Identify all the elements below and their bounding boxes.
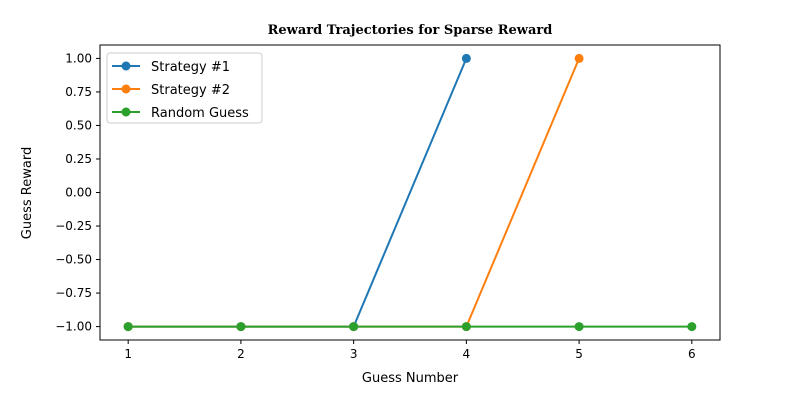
y-tick-label: 0.25 xyxy=(65,152,92,166)
legend: Strategy #1 Strategy #2 Random Guess xyxy=(106,52,263,124)
data-point-random-guess xyxy=(461,322,471,332)
data-point-random-guess xyxy=(236,322,246,332)
legend-label-strategy-1: Strategy #1 xyxy=(151,60,230,75)
legend-box xyxy=(106,52,263,124)
x-tick-label: 2 xyxy=(237,347,245,361)
data-point-random-guess xyxy=(349,322,359,332)
y-tick-label: −0.75 xyxy=(55,286,92,300)
y-tick-label: 1.00 xyxy=(65,51,92,65)
x-tick-label: 3 xyxy=(350,347,358,361)
x-tick-label: 1 xyxy=(124,347,132,361)
legend-marker-strategy-2 xyxy=(121,84,131,94)
y-axis-ticks: −1.00 −0.75 −0.50 −0.25 0.00 0.25 0.50 0.75 1.00 xyxy=(55,51,100,334)
series-lines xyxy=(123,53,697,332)
y-tick-label: 0.75 xyxy=(65,85,92,99)
x-axis-label: Guess Number xyxy=(362,371,459,386)
legend-marker-strategy-1 xyxy=(121,61,131,71)
data-point-random-guess xyxy=(687,322,697,332)
y-tick-label: 0.00 xyxy=(65,186,92,200)
y-tick-label: −0.25 xyxy=(55,219,92,233)
data-point-strategy-2 xyxy=(574,53,584,63)
x-tick-label: 5 xyxy=(575,347,583,361)
x-axis-ticks: 1 2 3 4 5 6 xyxy=(124,340,696,361)
y-tick-label: −1.00 xyxy=(55,320,92,334)
y-tick-label: 0.50 xyxy=(65,118,92,132)
legend-label-random-guess: Random Guess xyxy=(151,106,249,121)
legend-label-strategy-2: Strategy #2 xyxy=(151,83,230,98)
legend-marker-random-guess xyxy=(121,107,131,117)
x-tick-label: 4 xyxy=(463,347,471,361)
chart-title: Reward Trajectories for Sparse Reward xyxy=(268,23,553,38)
x-tick-label: 6 xyxy=(688,347,696,361)
y-tick-label: −0.50 xyxy=(55,253,92,267)
y-axis-label: Guess Reward xyxy=(20,147,35,239)
plot-frame xyxy=(99,44,721,341)
data-point-strategy-1 xyxy=(461,53,471,63)
data-point-random-guess xyxy=(123,322,133,332)
data-point-random-guess xyxy=(574,322,584,332)
